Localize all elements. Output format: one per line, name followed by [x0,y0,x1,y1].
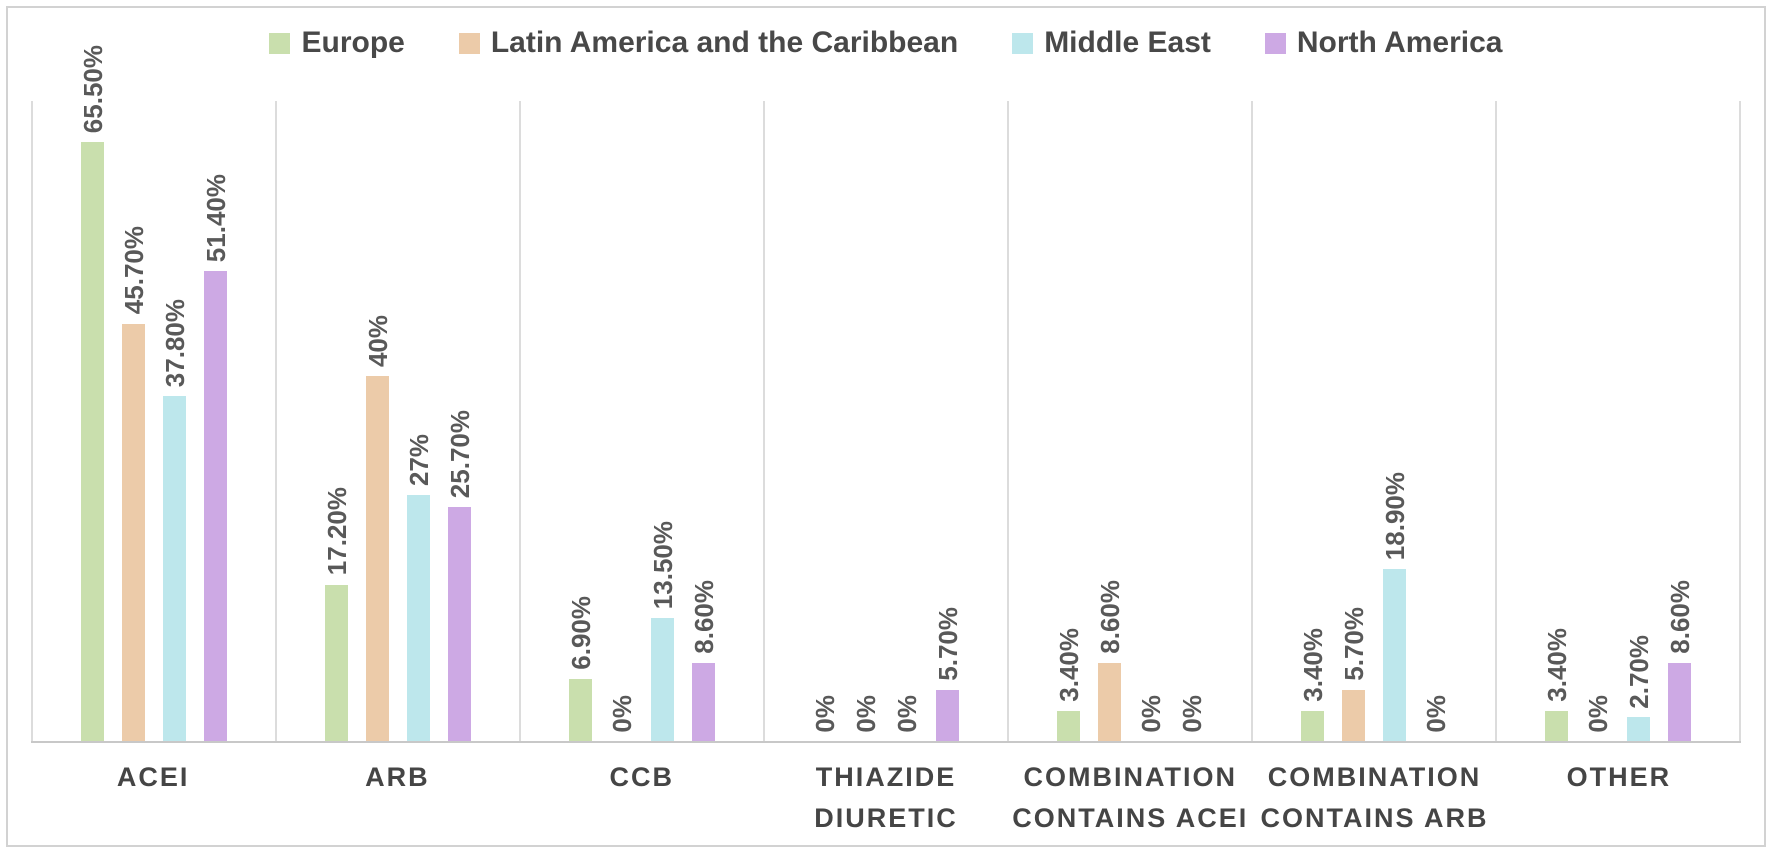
bar-value-label: 3.40% [1297,628,1328,702]
bar-value-label: 0% [891,695,922,733]
bar-value-label: 8.60% [688,580,719,655]
bar: 25.70% [445,410,475,742]
category-axis: ACEI ARB CCB THIAZIDE DIURETIC COMBINATION CON… [31,757,1741,839]
category-label: CCB [609,762,674,792]
bar-value-label: 6.90% [565,596,596,670]
legend-label: Middle East [1044,26,1211,59]
legend-swatch-icon [1012,32,1034,54]
legend-label: Europe [301,26,405,59]
bar-value-label: 3.40% [1053,628,1084,702]
bar: 5.70% [933,607,963,742]
bar: 27% [404,434,434,742]
bar-group: 17.20% 40% 27% 25.70% [277,101,519,742]
bar: 6.90% [566,596,596,742]
bar-value-label: 45.70% [118,226,149,315]
bar: 5.70% [1339,607,1369,742]
bar-value-label: 40% [362,314,393,367]
plot-area: 65.50% 45.70% 37.80% 51.40% 17.20% 40% 27% 25.7… [31,45,1741,742]
bar: 8.60% [689,580,719,742]
legend: Europe Latin America and the Caribbean Mid… [0,26,1772,60]
bar: 37.80% [160,299,190,742]
bar: 3.40% [1542,628,1572,742]
category-label: ACEI [116,762,190,792]
category-label: COMBINATION CONTAINS ARB [1260,762,1489,833]
bar-value-label: 8.60% [1094,580,1125,655]
bar-group: 6.90% 0% 13.50% 8.60% [521,101,763,742]
legend-item: North America [1264,26,1503,60]
bar: 65.50% [78,45,108,742]
category-label: COMBINATION CONTAINS ACEI [1012,762,1249,833]
bar-group: 3.40% 0% 2.70% 8.60% [1497,101,1739,742]
bar-value-label: 0% [1176,695,1207,733]
bar-value-label: 5.70% [932,607,963,681]
bar-value-label: 0% [850,695,881,733]
bar-value-label: 0% [809,695,840,733]
bar-value-label: 37.80% [159,298,190,387]
category-panel: 6.90% 0% 13.50% 8.60% [519,101,763,742]
bar-group: 65.50% 45.70% 37.80% 51.40% [33,45,275,742]
bar: 45.70% [119,226,149,742]
bar-value-label: 0% [1582,695,1613,733]
bar-value-label: 25.70% [444,409,475,498]
legend-swatch-icon [1264,32,1286,54]
bar-value-label: 0% [1135,695,1166,733]
bar-group: 3.40% 5.70% 18.90% 0% [1253,101,1495,742]
bar: 8.60% [1095,580,1125,742]
bar: 18.90% [1380,472,1410,742]
bar: 3.40% [1298,628,1328,742]
legend-item: Europe [269,26,405,60]
bar-value-label: 51.40% [200,174,231,263]
category-label: ARB [365,762,430,792]
bar-value-label: 3.40% [1541,628,1572,702]
bar-value-label: 13.50% [647,521,678,610]
bar: 13.50% [648,521,678,742]
legend-label: North America [1296,26,1503,59]
category-label: OTHER [1566,762,1672,792]
bar-value-label: 27% [403,433,434,486]
x-axis-line [31,741,1741,743]
bar-value-label: 8.60% [1664,580,1695,655]
legend-item: Latin America and the Caribbean [458,26,959,60]
category-label: THIAZIDE DIURETIC [814,762,958,833]
category-panel: 3.40% 8.60% 0% 0% [1007,101,1251,742]
bar-group: 0% 0% 0% 5.70% [765,101,1007,742]
bar: 2.70% [1624,635,1654,742]
bar: 3.40% [1054,628,1084,742]
category-panel: 0% 0% 0% 5.70% [763,101,1007,742]
legend-swatch-icon [269,32,291,54]
bar-value-label: 18.90% [1379,471,1410,560]
bar: 51.40% [201,174,231,742]
legend-label: Latin America and the Caribbean [490,26,959,59]
bar: 17.20% [322,487,352,742]
category-panel: 17.20% 40% 27% 25.70% [275,101,519,742]
legend-swatch-icon [458,32,480,54]
category-panel: 65.50% 45.70% 37.80% 51.40% [31,45,275,742]
category-panel: 3.40% 5.70% 18.90% 0% [1251,101,1495,742]
category-panel: 3.40% 0% 2.70% 8.60% [1495,101,1741,742]
bar-value-label: 5.70% [1338,607,1369,681]
bar: 40% [363,315,393,742]
bar-value-label: 17.20% [321,487,352,576]
bar-value-label: 0% [1420,695,1451,733]
bar-value-label: 65.50% [77,45,108,134]
bar-value-label: 2.70% [1623,634,1654,709]
bar-value-label: 0% [606,695,637,733]
bar: 8.60% [1665,580,1695,742]
chart-frame [6,6,1766,847]
bar-group: 3.40% 8.60% 0% 0% [1009,101,1251,742]
legend-item: Middle East [1012,26,1211,60]
